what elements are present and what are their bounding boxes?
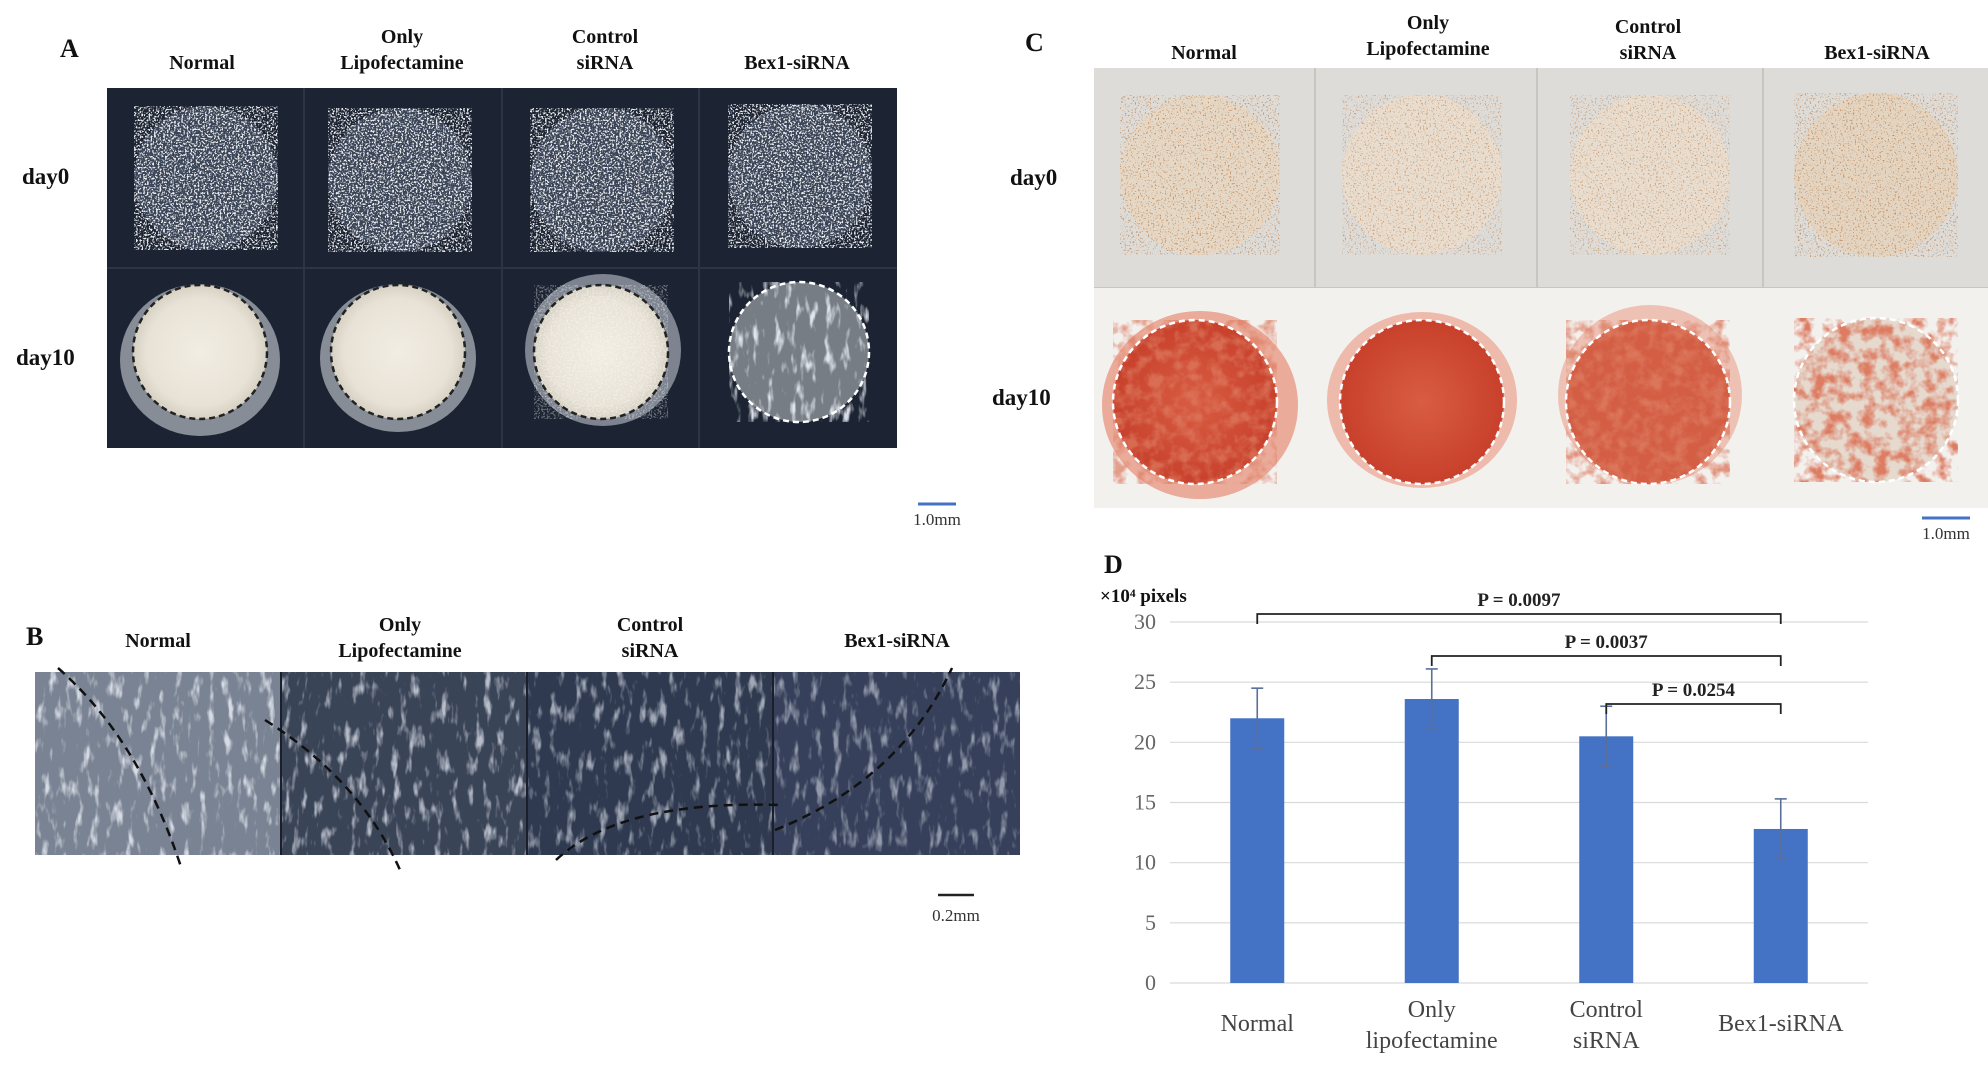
panel-b-images bbox=[35, 667, 1020, 871]
panel-c-images bbox=[1094, 68, 1988, 508]
panel-c-col-bex1: Bex1-siRNA bbox=[1824, 42, 1930, 64]
panel-d-chart: 0 5 10 15 20 25 30 Normal Only lipofectamine Contr… bbox=[1134, 590, 1868, 1054]
x-tick-label: Bex1-siRNA bbox=[1718, 1011, 1844, 1037]
panel-a-letter: A bbox=[60, 34, 79, 63]
panel-b-col-control: Control siRNA bbox=[616, 614, 684, 662]
panel-d-letter: D bbox=[1104, 550, 1123, 579]
panel-b-col-bex1: Bex1-siRNA bbox=[844, 630, 950, 652]
panel-b-letter: B bbox=[26, 622, 44, 651]
bar bbox=[1404, 699, 1459, 983]
panel-c-letter: C bbox=[1025, 28, 1044, 57]
panel-a-col-control: Control siRNA bbox=[571, 26, 639, 74]
panel-c-row-day0: day0 bbox=[1010, 165, 1058, 190]
panel-a-images bbox=[107, 88, 897, 448]
panel-b-scale-label: 0.2mm bbox=[932, 906, 980, 925]
panel-c-row-day10: day10 bbox=[992, 385, 1051, 410]
panel-a-col-bex1: Bex1-siRNA bbox=[744, 52, 850, 74]
y-tick-label: 5 bbox=[1145, 910, 1156, 935]
panel-c-col-normal: Normal bbox=[1171, 42, 1237, 64]
significance-label: P = 0.0097 bbox=[1477, 590, 1561, 611]
x-tick-label: Control siRNA bbox=[1570, 997, 1644, 1054]
x-tick-label: Only lipofectamine bbox=[1366, 997, 1498, 1054]
panel-a-row-day0: day0 bbox=[22, 164, 70, 189]
y-tick-label: 10 bbox=[1134, 850, 1156, 875]
panel-b-col-normal: Normal bbox=[125, 630, 191, 652]
significance-label: P = 0.0254 bbox=[1652, 680, 1736, 701]
y-tick-label: 0 bbox=[1145, 970, 1156, 995]
panel-b-col-lipofectamine: Only Lipofectamine bbox=[338, 614, 462, 662]
significance-bracket bbox=[1256, 613, 1782, 624]
significance-bracket bbox=[1430, 655, 1782, 666]
panel-c-col-control: Control siRNA bbox=[1614, 16, 1682, 64]
panel-a-row-day10: day10 bbox=[16, 345, 75, 370]
panel-c-col-lipofectamine: Only Lipofectamine bbox=[1366, 12, 1490, 60]
panel-a-col-lipofectamine: Only Lipofectamine bbox=[340, 26, 464, 74]
panel-a-col-normal: Normal bbox=[169, 52, 235, 74]
panel-c-scale-label: 1.0mm bbox=[1922, 524, 1970, 543]
panel-a-scale-label: 1.0mm bbox=[913, 510, 961, 529]
y-tick-label: 20 bbox=[1134, 729, 1156, 754]
bar bbox=[1579, 736, 1634, 983]
panel-d-ylabel: ×10⁴ pixels bbox=[1100, 586, 1187, 607]
significance-label: P = 0.0037 bbox=[1565, 632, 1649, 653]
significance-bracket bbox=[1605, 703, 1782, 714]
bar bbox=[1230, 718, 1285, 983]
y-tick-label: 25 bbox=[1134, 669, 1156, 694]
y-tick-label: 30 bbox=[1134, 609, 1156, 634]
x-tick-label: Normal bbox=[1221, 1011, 1295, 1037]
y-tick-label: 15 bbox=[1134, 790, 1156, 815]
